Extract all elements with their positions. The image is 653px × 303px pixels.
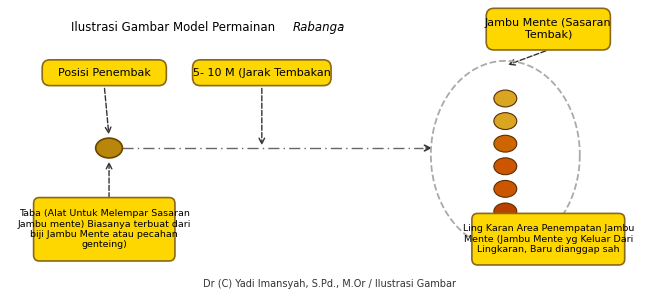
Ellipse shape	[96, 138, 122, 158]
Ellipse shape	[494, 90, 517, 107]
Text: Ling Karan Area Penempatan Jambu
Mente (Jambu Mente yg Keluar Dari
Lingkaran, Ba: Ling Karan Area Penempatan Jambu Mente (…	[462, 224, 634, 254]
Text: 5- 10 M (Jarak Tembakan: 5- 10 M (Jarak Tembakan	[193, 68, 331, 78]
Ellipse shape	[494, 180, 517, 197]
Text: Jambu Mente (Sasaran
Tembak): Jambu Mente (Sasaran Tembak)	[485, 18, 612, 40]
Text: Taba (Alat Untuk Melempar Sasaran
Jambu mente) Biasanya terbuat dari
biji Jambu : Taba (Alat Untuk Melempar Sasaran Jambu …	[18, 209, 191, 249]
FancyBboxPatch shape	[486, 8, 611, 50]
Text: :: :	[338, 21, 342, 34]
Text: Dr (C) Yadi Imansyah, S.Pd., M.Or / Ilustrasi Gambar: Dr (C) Yadi Imansyah, S.Pd., M.Or / Ilus…	[203, 279, 456, 289]
Ellipse shape	[494, 113, 517, 129]
Ellipse shape	[494, 158, 517, 175]
FancyBboxPatch shape	[42, 60, 167, 86]
Text: Ilustrasi Gambar Model Permainan: Ilustrasi Gambar Model Permainan	[71, 21, 279, 34]
FancyBboxPatch shape	[472, 213, 625, 265]
FancyBboxPatch shape	[193, 60, 331, 86]
Ellipse shape	[494, 203, 517, 220]
Text: Rabanga: Rabanga	[293, 21, 345, 34]
Text: Posisi Penembak: Posisi Penembak	[58, 68, 151, 78]
FancyBboxPatch shape	[33, 198, 175, 261]
Ellipse shape	[494, 135, 517, 152]
